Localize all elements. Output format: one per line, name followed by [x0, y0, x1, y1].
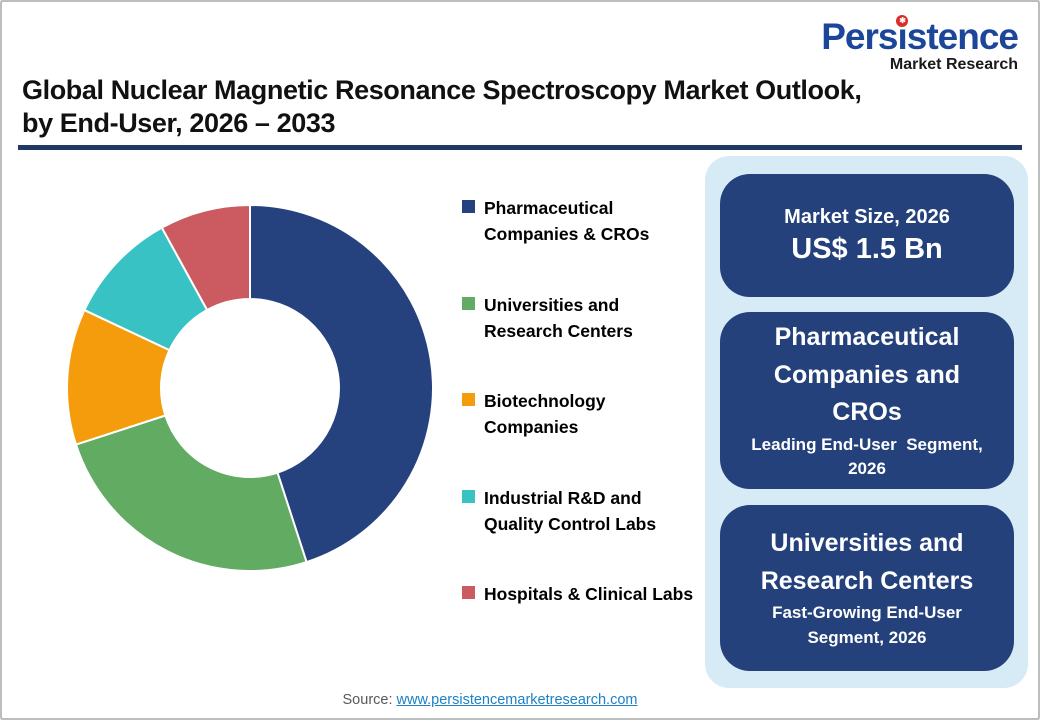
legend-item-industrial: Industrial R&D and Quality Control Labs: [462, 485, 702, 538]
legend-swatch-biotech: [462, 393, 475, 406]
legend-item-hospitals: Hospitals & Clinical Labs: [462, 581, 702, 607]
fast-growing-segment-box: Universities and Research Centers Fast-G…: [720, 505, 1014, 671]
leading-segment-subtitle: Leading End-User Segment, 2026: [751, 434, 983, 479]
chart-legend: Pharmaceutical Companies & CROs Universi…: [462, 195, 702, 607]
donut-segment-pharmaceutical-companies-cros: [249, 204, 434, 564]
source-link[interactable]: www.persistencemarketresearch.com: [396, 692, 638, 708]
logo-text-part2: stence: [906, 16, 1019, 57]
legend-label-universities: Universities and Research Centers: [484, 294, 633, 341]
legend-label-industrial: Industrial R&D and Quality Control Labs: [484, 487, 657, 534]
market-size-box: Market Size, 2026 US$ 1.5 Bn: [720, 174, 1014, 297]
source-label: Source:: [342, 692, 397, 708]
donut-segment-universities-and-research-centers: [74, 414, 308, 572]
market-size-value: US$ 1.5 Bn: [791, 232, 943, 265]
legend-swatch-universities: [462, 296, 475, 310]
legend-label-biotech: Biotechnology Companies: [484, 391, 606, 438]
market-size-title: Market Size, 2026: [784, 205, 950, 228]
fast-growing-segment-subtitle: Fast-Growing End-User Segment, 2026: [772, 603, 962, 647]
source-line: Source: www.persistencemarketresearch.co…: [2, 692, 978, 708]
logo-text-part1: Pers: [821, 16, 898, 57]
leading-segment-box: Pharmaceutical Companies and CROs Leadin…: [720, 312, 1014, 489]
leading-segment-title: Pharmaceutical Companies and CROs: [773, 323, 961, 427]
logo-i-char: i: [897, 16, 907, 57]
legend-label-pharma: Pharmaceutical Companies & CROs: [484, 198, 650, 245]
page-title-line2: by End-User, 2026 – 2033: [22, 108, 336, 139]
fast-growing-segment-title: Universities and Research Centers: [760, 529, 974, 595]
title-divider: [18, 145, 1022, 150]
legend-item-pharma: Pharmaceutical Companies & CROs: [462, 195, 702, 248]
legend-swatch-hospitals: [462, 586, 475, 599]
legend-item-biotech: Biotechnology Companies: [462, 388, 702, 441]
donut-segment-hospitals-clinical-labs: [160, 204, 251, 312]
brand-logo: Persi ✱ stence Market Research: [821, 15, 1019, 73]
donut-chart: [64, 202, 436, 574]
legend-label-hospitals: Hospitals & Clinical Labs: [484, 584, 694, 604]
logo-letter-i: i ✱: [896, 15, 909, 57]
donut-chart-svg: [66, 204, 434, 572]
legend-item-universities: Universities and Research Centers: [462, 292, 702, 345]
brand-wordmark: Persi ✱ stence: [821, 15, 1019, 57]
page-title-line1: Global Nuclear Magnetic Resonance Spectr…: [22, 75, 862, 105]
brand-subtitle: Market Research: [889, 56, 1018, 73]
logo-star-icon: ✱: [896, 15, 909, 27]
highlights-panel: Market Size, 2026 US$ 1.5 Bn Pharmaceuti…: [705, 156, 1028, 688]
legend-swatch-pharma: [462, 200, 475, 213]
legend-swatch-industrial: [462, 489, 475, 503]
page-title: Global Nuclear Magnetic Resonance Spectr…: [22, 74, 942, 141]
